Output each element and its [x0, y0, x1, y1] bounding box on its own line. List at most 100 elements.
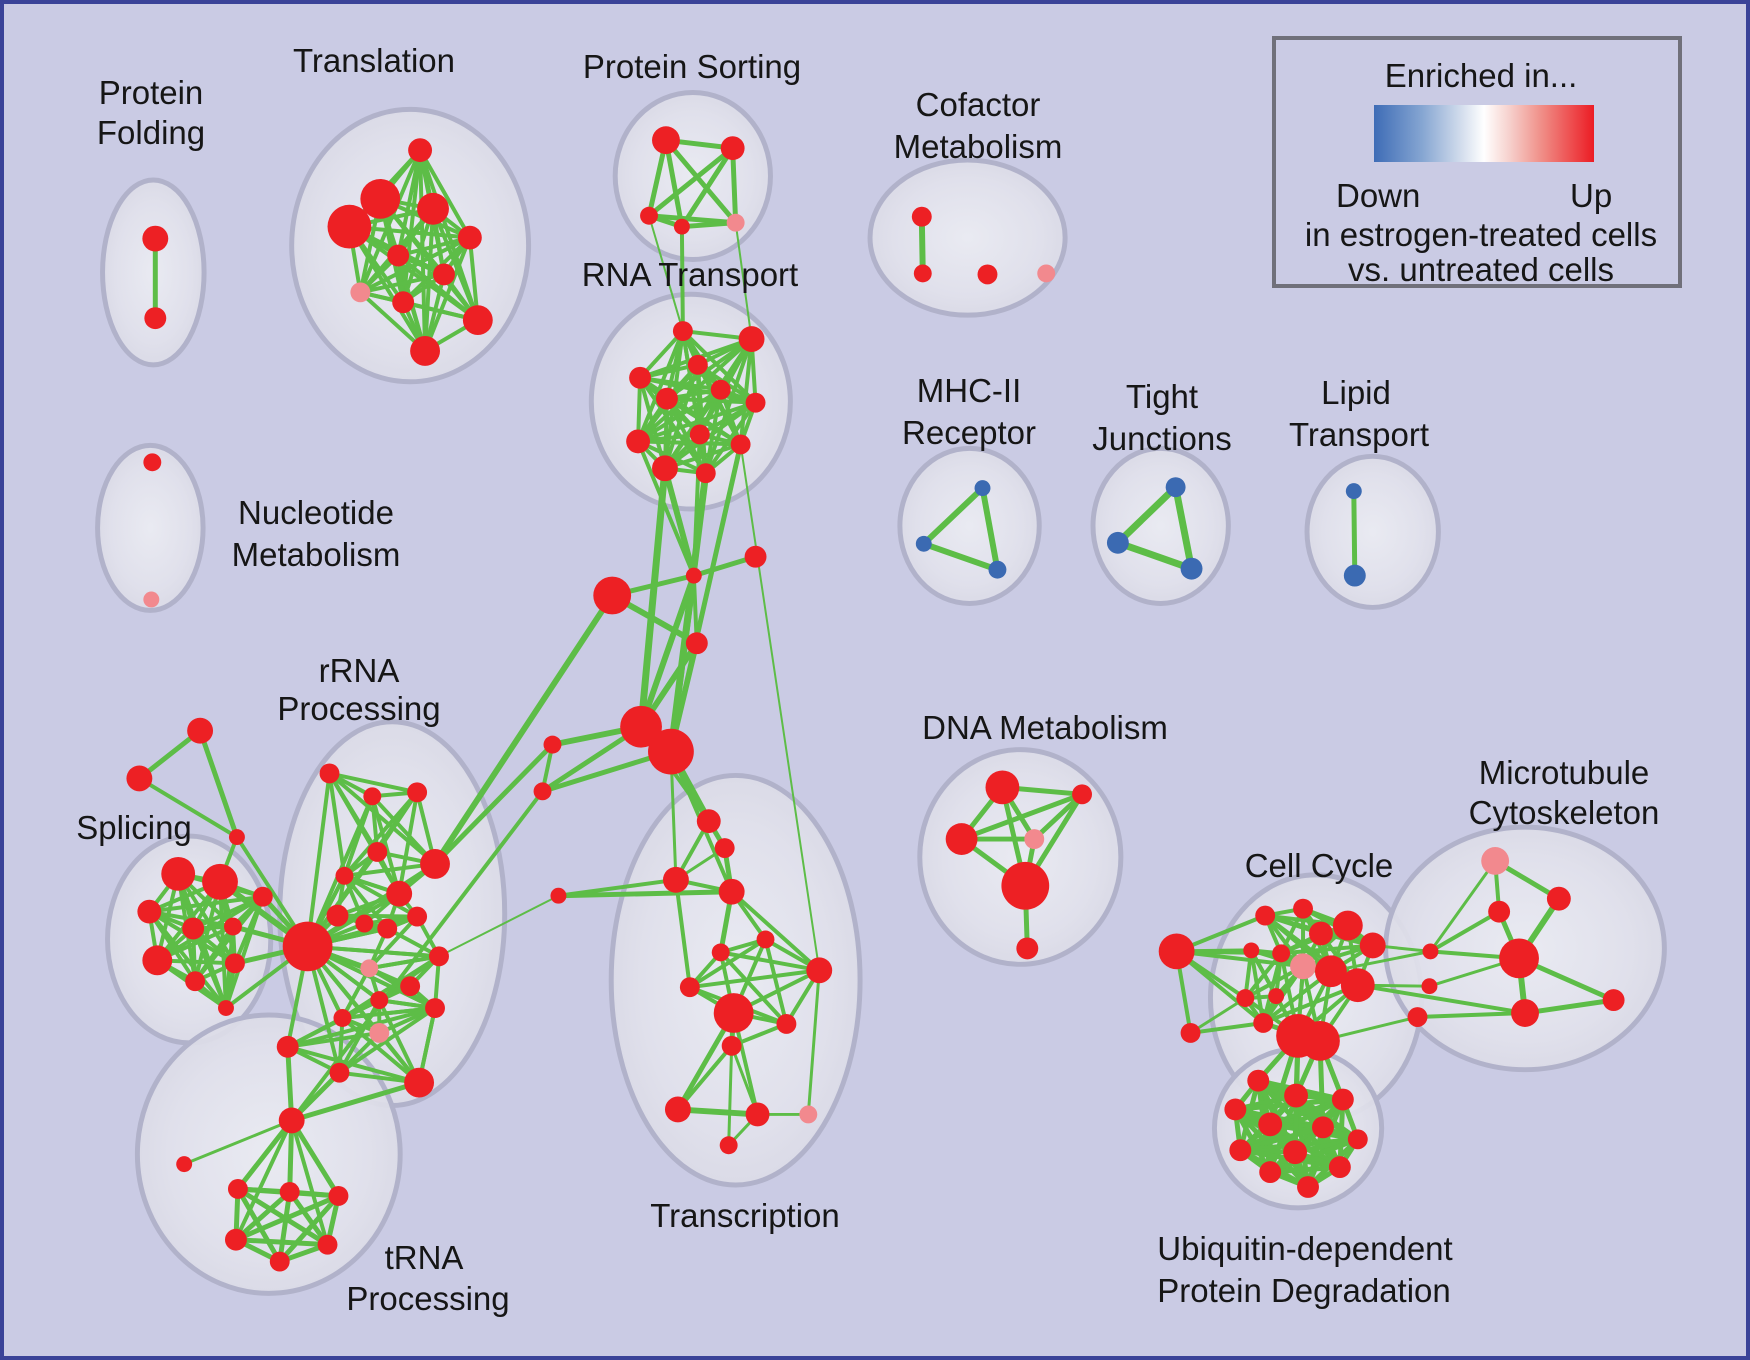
node-x5: [550, 887, 567, 904]
node-k1: [1422, 943, 1439, 960]
node-r6: [335, 866, 354, 885]
node-v2: [126, 765, 153, 792]
edge-t7-t8: [358, 272, 446, 295]
node-h4: [224, 1228, 247, 1251]
edge-x12-x14: [730, 1044, 760, 1116]
node-rt12: [695, 463, 716, 484]
edge-h2-h4: [233, 1189, 293, 1243]
node-rt4: [629, 366, 652, 389]
node-x8: [679, 977, 700, 998]
edge-x8-x9: [687, 968, 822, 990]
edge-rt5-rt8: [636, 387, 723, 444]
edge-h3-h6: [277, 1193, 341, 1265]
node-nm2: [143, 591, 160, 608]
node-s1: [161, 856, 196, 891]
node-t9: [392, 291, 415, 314]
node-q2: [1293, 898, 1313, 919]
node-nm1: [143, 453, 162, 472]
node-rt11: [652, 455, 678, 482]
edge-rt11-m1: [661, 465, 697, 579]
node-rt3: [687, 354, 708, 375]
edge-k1-n3: [1428, 909, 1502, 954]
node-r15: [370, 991, 389, 1010]
cluster-label-protein-sorting: Protein Sorting: [582, 48, 802, 85]
node-t11: [410, 336, 440, 366]
cluster-ellipse-lipid-transport: [1304, 453, 1441, 610]
cluster-label-translation: Translation: [292, 42, 456, 79]
node-ol2: [1180, 1022, 1201, 1043]
edge-t5-t8: [358, 235, 472, 295]
edge-t3-t10: [431, 206, 480, 323]
node-x16: [719, 1136, 738, 1155]
node-p1: [652, 126, 680, 155]
edge-t6-t10: [396, 253, 480, 323]
edge-x7-x11: [718, 950, 789, 1026]
node-h2: [279, 1182, 300, 1202]
node-rt1: [672, 321, 693, 342]
edge-x5-r13: [438, 894, 560, 958]
cluster-ellipse-protein-sorting: [612, 89, 773, 262]
edge-m7-r5: [432, 742, 555, 867]
node-rt10: [730, 434, 751, 455]
node-c1: [911, 206, 932, 227]
edge-x13-x14: [674, 1106, 761, 1118]
node-n6: [1602, 989, 1625, 1012]
node-q13: [1253, 1013, 1274, 1033]
legend-subtitle-line2: vs. untreated cells: [1348, 251, 1614, 288]
node-p2: [720, 136, 745, 161]
legend-gradient-bar: [1374, 105, 1594, 162]
edge-u6-u8: [1237, 1124, 1326, 1153]
node-t1: [408, 138, 433, 163]
edge-rt10-rt11: [662, 442, 743, 471]
node-m5: [620, 705, 662, 748]
edge-d2-d3: [959, 791, 1085, 842]
node-s5: [223, 917, 242, 936]
cluster-label-microtubule-cytoskeleton-line1: Microtubule: [1478, 754, 1650, 791]
node-k3: [1407, 1007, 1428, 1027]
edge-x7-x9: [718, 950, 822, 973]
node-rt2: [738, 326, 765, 352]
node-t3: [417, 192, 449, 225]
edge-rt11-m5: [637, 464, 669, 731]
edge-m1-m6: [667, 572, 697, 755]
node-u10: [1328, 1156, 1351, 1179]
node-q10: [1340, 968, 1375, 1003]
edge-n1-k1: [1428, 859, 1497, 953]
node-r9: [355, 914, 374, 933]
node-q6: [1243, 942, 1260, 959]
node-r12: [360, 959, 379, 978]
node-o1: [276, 1035, 299, 1058]
node-u11: [1259, 1161, 1282, 1184]
node-q8: [1290, 953, 1316, 980]
node-x14: [745, 1102, 770, 1127]
edge-h2-h5: [287, 1189, 331, 1248]
edge-h1-h6: [235, 1186, 283, 1265]
node-ol1: [1158, 933, 1195, 970]
node-x3: [662, 866, 689, 893]
edge-r6-r11: [342, 873, 420, 919]
node-tl: [176, 1156, 193, 1173]
edge-rt7-rt8: [636, 400, 758, 444]
edge-o1-o4: [285, 1044, 422, 1085]
node-r17: [333, 1009, 352, 1027]
edge-r1-r5: [327, 771, 438, 866]
edge-p2-p5: [730, 145, 739, 226]
cluster-label-ubiquitin-line2: Protein Degradation: [1157, 1272, 1451, 1309]
node-n4: [1499, 938, 1539, 979]
edge-u10-u11: [1267, 1164, 1343, 1175]
node-s8: [224, 953, 245, 974]
node-h5: [317, 1234, 338, 1255]
node-t5: [457, 225, 482, 250]
node-th: [278, 1107, 305, 1134]
edge-mh1-mh3: [979, 485, 1001, 573]
node-q1: [1255, 905, 1276, 926]
edge-k3-n5: [1415, 1011, 1528, 1019]
cluster-label-mhc-ii-receptor-line1: MHC-II: [916, 372, 1022, 409]
node-rh: [282, 921, 333, 972]
cluster-label-protein-folding-line2: Folding: [96, 114, 206, 151]
node-t6: [387, 244, 410, 267]
node-c2: [913, 264, 932, 283]
edge-p1-p5: [663, 137, 739, 226]
node-r10: [377, 918, 398, 939]
node-p3: [640, 206, 658, 225]
